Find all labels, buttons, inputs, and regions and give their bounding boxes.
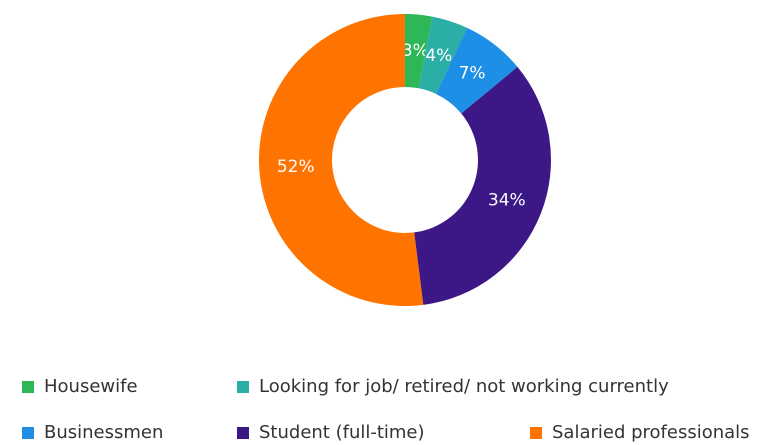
slice-label: 4%: [425, 46, 452, 66]
slice: [414, 66, 552, 305]
legend-swatch: [530, 427, 542, 439]
legend-swatch: [22, 427, 34, 439]
legend-label: Student (full-time): [259, 422, 425, 443]
legend-label: Salaried professionals: [552, 422, 750, 443]
legend-label: Businessmen: [44, 422, 163, 443]
legend-swatch: [22, 381, 34, 393]
legend-swatch: [237, 381, 249, 393]
slice: [405, 14, 433, 89]
slice-label: 3%: [402, 41, 429, 61]
legend-label: Looking for job/ retired/ not working cu…: [259, 376, 669, 397]
legend-label: Housewife: [44, 376, 138, 397]
slice: [259, 14, 424, 306]
slice: [418, 16, 468, 94]
slice-label: 52%: [277, 157, 315, 177]
slice: [436, 27, 518, 114]
slice-label: 7%: [459, 63, 486, 83]
legend-swatch: [237, 427, 249, 439]
slice-label: 34%: [488, 190, 526, 210]
